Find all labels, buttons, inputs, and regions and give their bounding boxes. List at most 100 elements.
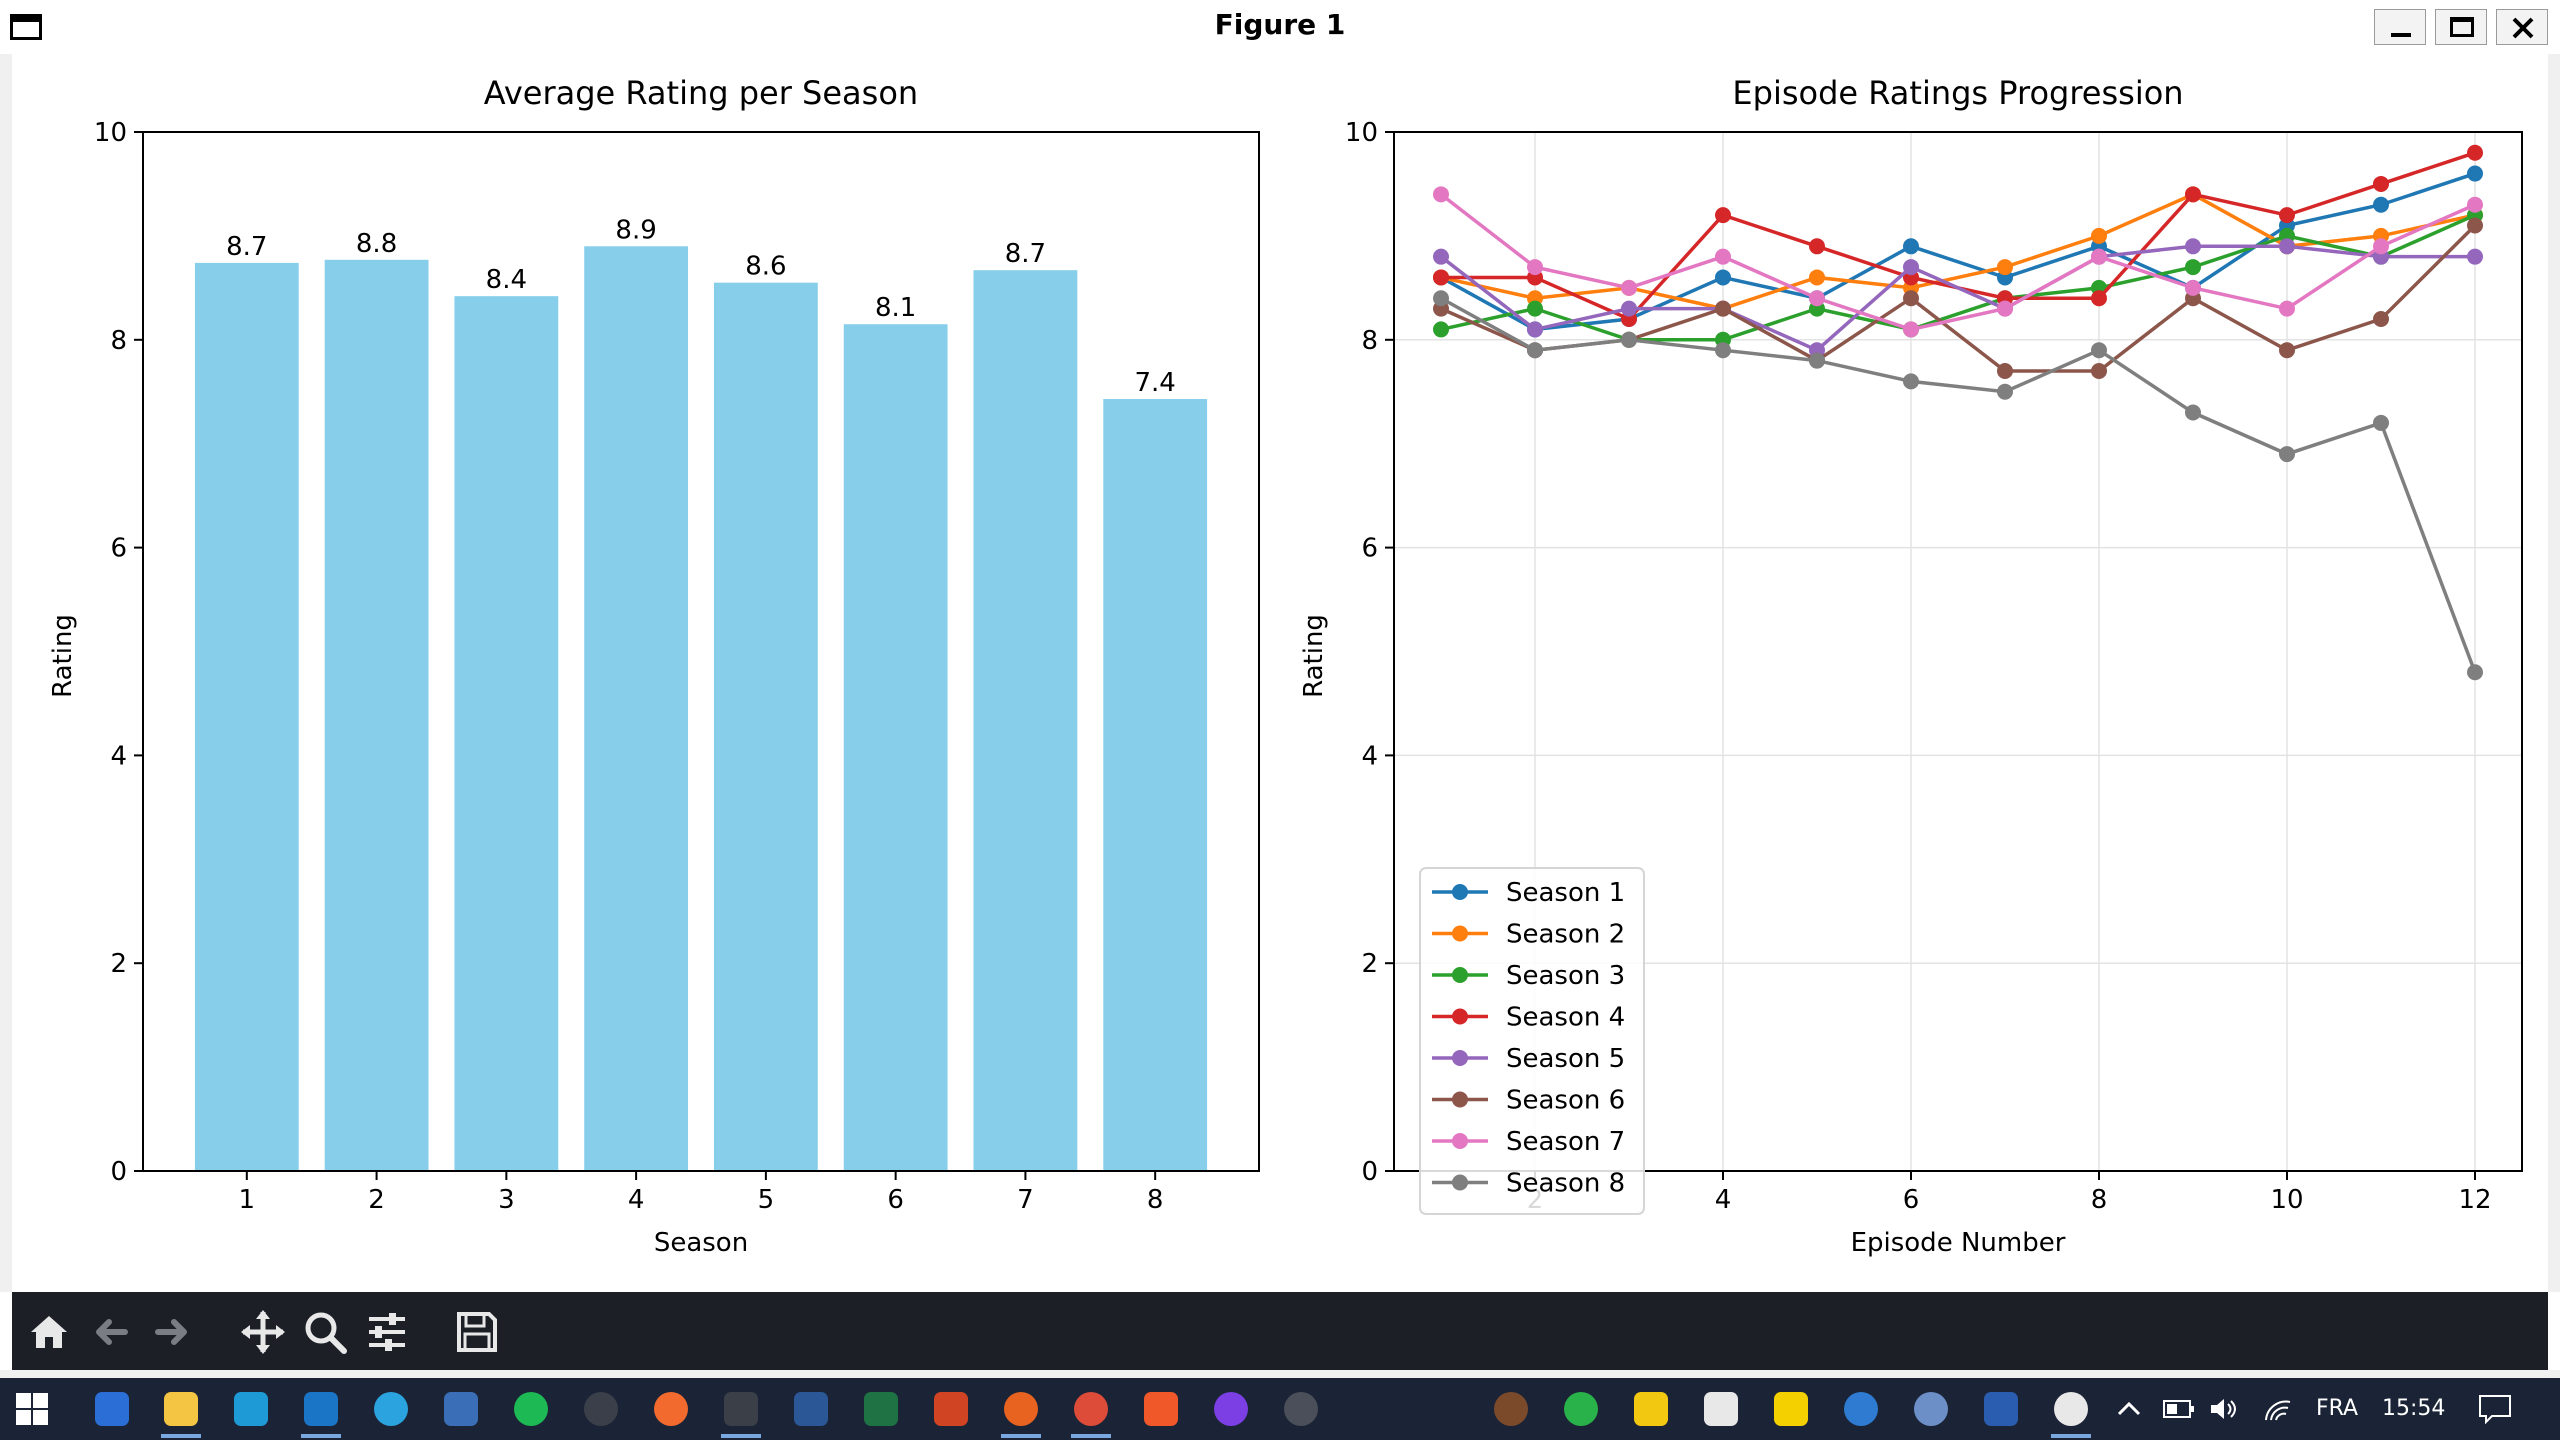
taskbar-app-chart-icon[interactable] [1564, 1392, 1598, 1426]
taskbar-powerpoint-icon[interactable] [934, 1392, 968, 1426]
taskbar-app-search-r-icon[interactable] [1844, 1392, 1878, 1426]
zoom-button[interactable] [301, 1308, 349, 1356]
tray-wifi-icon[interactable] [2262, 1396, 2294, 1422]
legend-item: Season 7 [1432, 1127, 1625, 1157]
taskbar-app-vs-icon[interactable] [1424, 1392, 1458, 1426]
windows-start-icon[interactable] [16, 1393, 48, 1425]
data-point [1809, 290, 1825, 307]
data-point [2091, 248, 2107, 265]
window-border-right [2548, 54, 2560, 1292]
bar-data-label: 7.4 [1135, 368, 1176, 398]
legend-label: Season 2 [1506, 920, 1625, 950]
data-point [1621, 331, 1637, 348]
data-point [2467, 196, 2483, 213]
line-chart-legend: Season 1 Season 2 Season 3 Season 4 Season 5… [1419, 867, 1645, 1215]
data-point [1903, 259, 1919, 276]
bar [324, 259, 429, 1171]
window-border-left [0, 54, 12, 1292]
legend-item: Season 1 [1432, 878, 1625, 908]
legend-box [1419, 867, 1645, 1215]
move-icon [241, 1310, 285, 1354]
y-tick-label: 10 [1345, 118, 1378, 148]
data-point [1997, 259, 2013, 276]
taskbar-spotify-icon[interactable] [514, 1392, 548, 1426]
bar-chart-bars [194, 246, 1208, 1172]
close-button[interactable] [2496, 9, 2548, 45]
taskbar-app-pen-icon[interactable] [654, 1392, 688, 1426]
notification-center-icon[interactable] [2478, 1394, 2512, 1424]
taskbar-app-player-icon[interactable] [1774, 1392, 1808, 1426]
y-tick-label: 4 [110, 741, 127, 771]
taskbar-active-indicator [2051, 1434, 2091, 1438]
data-point [1997, 300, 2013, 317]
taskbar-file-explorer-icon[interactable] [164, 1392, 198, 1426]
taskbar-excel-icon[interactable] [864, 1392, 898, 1426]
data-point [1903, 238, 1919, 255]
taskbar-active-indicator [301, 1434, 341, 1438]
back-button[interactable] [87, 1308, 135, 1356]
data-point [1715, 300, 1731, 317]
tray-clock[interactable]: 15:54 [2382, 1396, 2446, 1421]
data-point [2185, 186, 2201, 203]
pan-button[interactable] [239, 1308, 287, 1356]
tray-language[interactable]: FRA [2316, 1396, 2359, 1421]
zoom-icon [305, 1312, 347, 1354]
line-chart: Episode Ratings Progression Rating Episo… [1299, 74, 2523, 1258]
taskbar-app-copilot-icon[interactable] [95, 1392, 129, 1426]
taskbar-powershell-icon[interactable] [1984, 1392, 2018, 1426]
taskbar-powerbi-icon[interactable] [1634, 1392, 1668, 1426]
taskbar-app-circle-icon[interactable] [1214, 1392, 1248, 1426]
legend-item: Season 4 [1432, 1003, 1625, 1033]
x-tick-label: 5 [758, 1185, 775, 1215]
series-path [1441, 151, 2476, 322]
taskbar-obs-icon[interactable] [584, 1392, 618, 1426]
taskbar-telegram-icon[interactable] [374, 1392, 408, 1426]
taskbar-brave-icon[interactable] [1144, 1392, 1178, 1426]
configure-subplots-button[interactable] [363, 1308, 411, 1356]
line-chart-title: Episode Ratings Progression [1732, 74, 2183, 112]
close-icon [2512, 17, 2534, 39]
data-point [1809, 352, 1825, 369]
minimize-button[interactable] [2374, 9, 2426, 45]
x-tick-label: 2 [368, 1185, 385, 1215]
taskbar-python-figure-icon[interactable] [2054, 1392, 2088, 1426]
legend-label: Season 4 [1506, 1003, 1625, 1033]
taskbar-word-icon[interactable] [794, 1392, 828, 1426]
legend-swatch-marker [1452, 884, 1468, 900]
x-tick-label: 3 [498, 1185, 515, 1215]
taskbar-vscode-icon[interactable] [304, 1392, 338, 1426]
taskbar-terminal-icon[interactable] [724, 1392, 758, 1426]
taskbar-remote-desktop-icon[interactable] [444, 1392, 478, 1426]
y-tick-label: 10 [94, 118, 127, 148]
maximize-button[interactable] [2435, 9, 2487, 45]
legend-item: Season 5 [1432, 1044, 1625, 1074]
data-point [2467, 664, 2483, 681]
bar-data-label: 8.6 [745, 252, 786, 282]
save-button[interactable] [453, 1308, 501, 1356]
y-tick-label: 4 [1361, 741, 1378, 771]
matplotlib-toolbar [12, 1292, 2548, 1370]
home-button[interactable] [25, 1308, 73, 1356]
taskbar-app-bolt-icon[interactable] [234, 1392, 268, 1426]
taskbar-app-fingerprint-icon[interactable] [1494, 1392, 1528, 1426]
y-tick-label: 8 [110, 326, 127, 356]
bar [1103, 399, 1208, 1171]
taskbar-app-dx-icon[interactable] [1284, 1392, 1318, 1426]
data-point [2373, 414, 2389, 431]
taskbar-firefox-icon[interactable] [1004, 1392, 1038, 1426]
bar-chart: Average Rating per Season Rating Season … [48, 74, 1260, 1258]
tray-battery-icon[interactable] [2162, 1398, 2196, 1420]
series-line [1433, 144, 2483, 328]
bar [194, 262, 299, 1171]
taskbar-app-m-icon[interactable] [1354, 1392, 1388, 1426]
legend-swatch-marker [1452, 1050, 1468, 1066]
tray-chevron-up-icon[interactable] [2116, 1398, 2142, 1420]
taskbar-app-robot-icon[interactable] [1704, 1392, 1738, 1426]
data-point [1621, 300, 1637, 317]
data-point [1715, 342, 1731, 359]
taskbar-r-icon[interactable] [1914, 1392, 1948, 1426]
tray-volume-icon[interactable] [2208, 1396, 2240, 1422]
taskbar-chrome-icon[interactable] [1074, 1392, 1108, 1426]
bar-chart-title: Average Rating per Season [484, 74, 918, 112]
forward-button[interactable] [148, 1308, 196, 1356]
